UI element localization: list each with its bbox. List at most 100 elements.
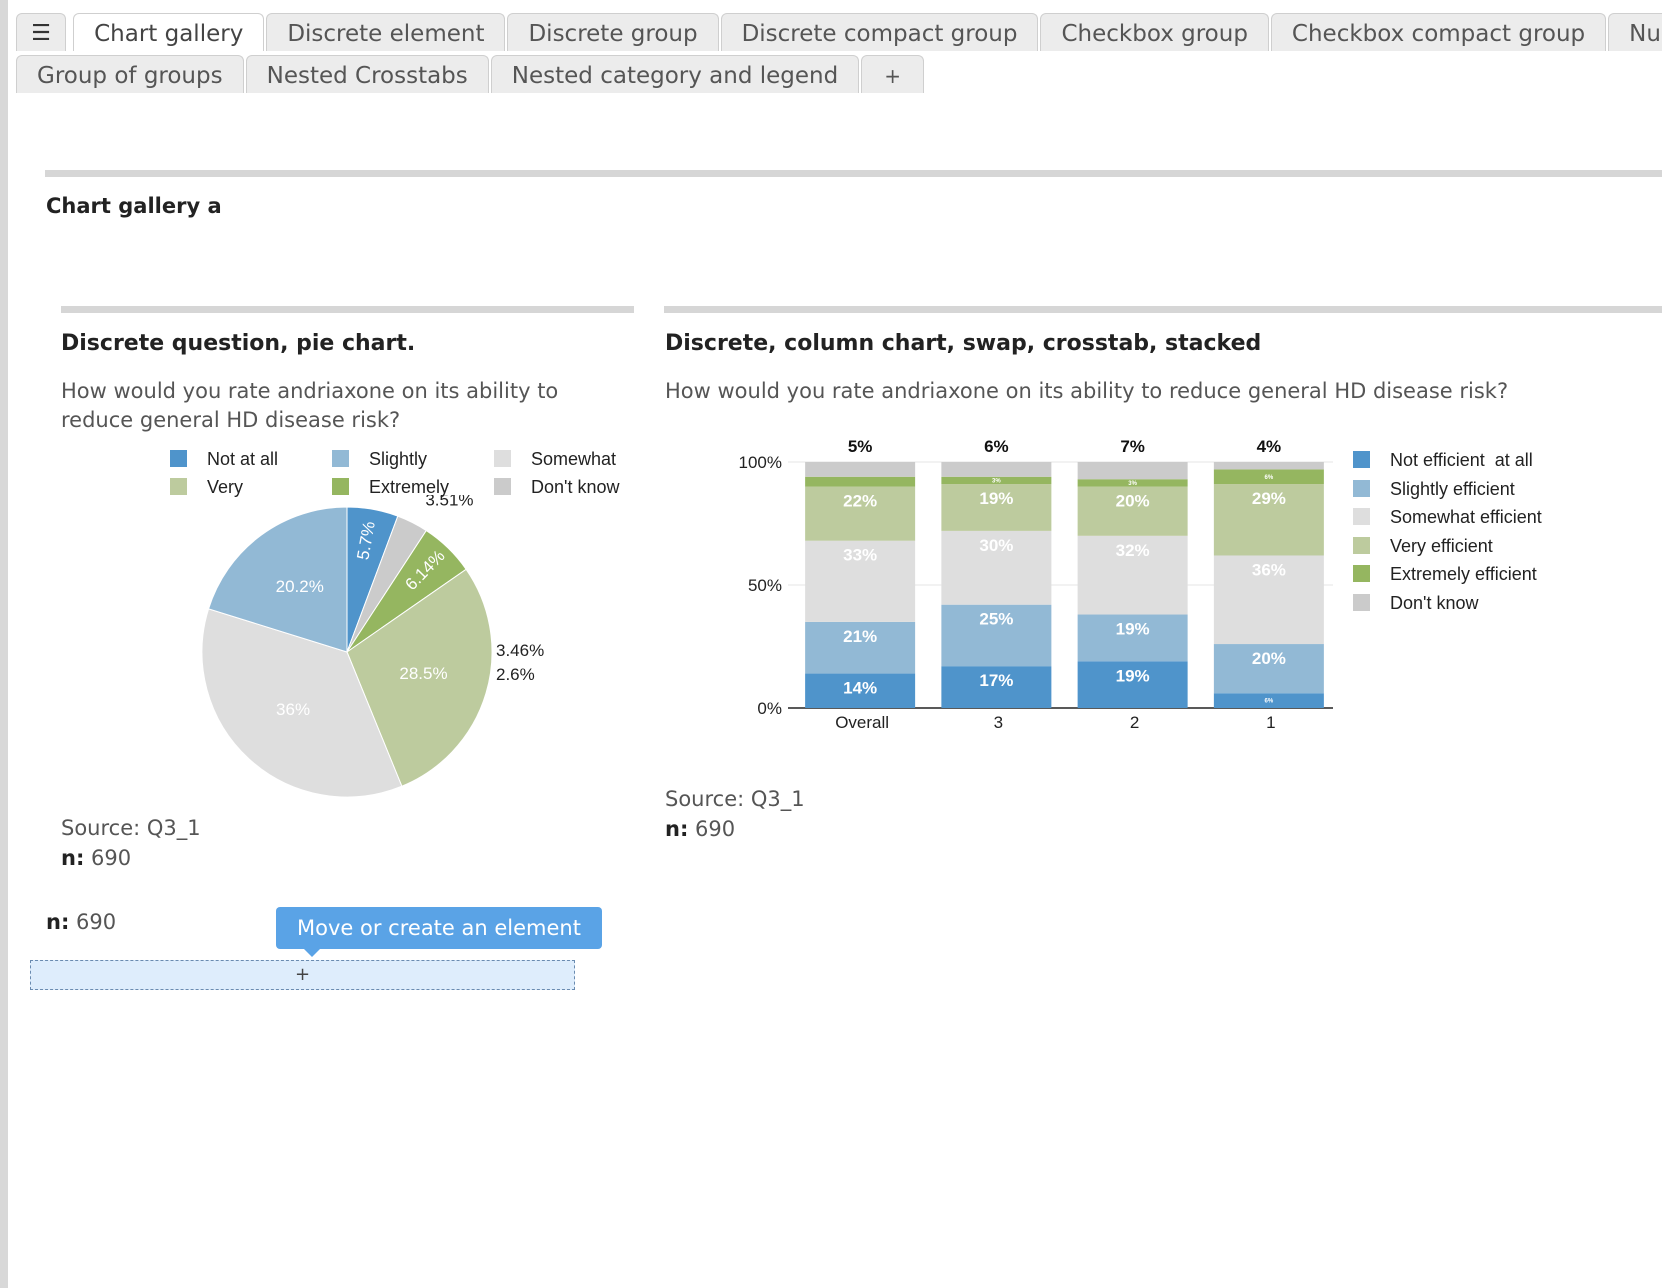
tab-numeric-element[interactable]: Numeric element [1608, 13, 1662, 51]
bar-data-label: 19% [1116, 620, 1150, 639]
bar-segment-slightly-efficient [1077, 614, 1188, 662]
legend-item-very-efficient: Very efficient [1353, 534, 1542, 563]
tab-discrete-group[interactable]: Discrete group [507, 13, 719, 51]
bar-data-label: 3% [1128, 481, 1137, 487]
legend-label: Don't know [1390, 592, 1479, 613]
legend-label: Extremely [369, 477, 450, 497]
tab-discrete-compact-group[interactable]: Discrete compact group [720, 13, 1039, 51]
y-tick-label: 0% [757, 699, 782, 718]
legend-item-not-efficient-at-all: Not efficient at all [1353, 448, 1542, 477]
legend-label: Not at all [207, 449, 279, 469]
legend-label: Not efficient at all [1390, 450, 1533, 470]
legend-label: Slightly [369, 449, 428, 469]
bar-top-label: 6% [984, 437, 1009, 456]
bar-segment-not-efficient-at-all [1077, 661, 1188, 708]
n-value: 690 [84, 846, 132, 870]
bar-segment-don-t-know [1213, 462, 1324, 470]
pie-card-source: Source: Q3_1 [61, 816, 201, 840]
add-element-dropzone[interactable]: + [30, 960, 575, 990]
pie-slice-label: 20.2% [276, 577, 324, 596]
bar-segment-somewhat-efficient [805, 540, 916, 622]
bar-data-label: 33% [843, 546, 877, 565]
legend-swatch [170, 478, 187, 496]
x-category-label: 3 [994, 713, 1003, 732]
legend-label: Very [207, 477, 244, 497]
bar-segment-extremely-efficient [941, 476, 1052, 485]
tooltip-arrow [303, 948, 321, 957]
bar-top-label: 7% [1120, 437, 1145, 456]
bar-segment-somewhat-efficient [1077, 535, 1188, 615]
x-category-label: Overall [835, 713, 889, 732]
bar-card-n: n: 690 [665, 817, 735, 841]
n-value: 690 [688, 817, 736, 841]
legend-item-slightly: Slightly [332, 447, 427, 471]
pie-outside-label: 3.46% [496, 641, 544, 660]
legend-item-not-at-all: Not at all [170, 447, 278, 471]
hamburger-menu-icon[interactable]: ☰ [16, 13, 66, 51]
legend-swatch [1353, 451, 1370, 469]
pie-chart: 5.7%3.51%6.14%28.5%36%20.2%3.46%2.6% [201, 495, 544, 798]
x-category-label: 2 [1130, 713, 1139, 732]
tab-discrete-element[interactable]: Discrete element [266, 13, 506, 51]
tab-bar: ☰ Chart gallery Discrete element Discrete … [16, 13, 1662, 93]
bar-segment-slightly-efficient [805, 621, 916, 674]
bar-segment-not-efficient-at-all [1213, 693, 1324, 708]
legend-swatch [332, 478, 349, 496]
legend-item-extremely-efficient: Extremely efficient [1353, 562, 1542, 591]
bar-segment-very-efficient [805, 486, 916, 541]
tab-nested-category-and-legend[interactable]: Nested category and legend [490, 55, 860, 93]
y-tick-label: 50% [748, 576, 782, 595]
page-title: Chart gallery a [46, 194, 222, 218]
legend-swatch [170, 450, 187, 468]
legend-swatch [1353, 479, 1370, 497]
bar-data-label: 36% [1252, 560, 1286, 579]
tab-nested-crosstabs[interactable]: Nested Crosstabs [245, 55, 489, 93]
pie-legend: Not at all Slightly Somewhat Very Extremely D… [170, 447, 650, 507]
bar-data-label: 21% [843, 627, 877, 646]
pie-card-title: Discrete question, pie chart. [61, 331, 416, 356]
legend-label: Somewhat efficient [1390, 507, 1542, 527]
drop-tooltip: Move or create an element here [276, 907, 602, 982]
legend-item-don-t-know: Don't know [1353, 591, 1542, 620]
bar-segment-not-efficient-at-all [805, 673, 916, 708]
bar-top-label: 4% [1257, 437, 1282, 456]
bar-segment-don-t-know [805, 462, 916, 477]
legend-item-extremely: Extremely [332, 475, 449, 499]
pie-slice-slightly [207, 506, 348, 653]
legend-item-don-t-know: Don't know [494, 475, 619, 499]
legend-item-very: Very [170, 475, 243, 499]
tab-group-of-groups[interactable]: Group of groups [16, 55, 244, 93]
bar-data-label: 29% [1252, 489, 1286, 508]
bar-segment-somewhat-efficient [941, 530, 1052, 605]
legend-label: Don't know [531, 477, 620, 497]
bar-data-label: 17% [979, 671, 1013, 690]
bar-data-label: 20% [1252, 649, 1286, 668]
add-tab-button[interactable]: + [861, 55, 924, 93]
bar-segment-very-efficient [1213, 484, 1324, 556]
bar-segment-very-efficient [941, 484, 1052, 531]
pie-card-n: n: 690 [61, 846, 131, 870]
bar-card-divider [664, 306, 1662, 313]
bar-segment-extremely-efficient [1213, 469, 1324, 485]
page-divider [45, 170, 1662, 177]
n-label: n: [46, 910, 70, 934]
bar-data-label: 19% [1116, 666, 1150, 685]
legend-label: Extremely efficient [1390, 564, 1537, 584]
bar-segment-don-t-know [941, 462, 1052, 477]
left-rail [0, 0, 8, 1288]
pie-slice-label: 36% [276, 700, 310, 719]
pie-slice-somewhat [201, 608, 403, 798]
tab-chart-gallery[interactable]: Chart gallery [73, 13, 265, 51]
legend-label: Somewhat [531, 449, 617, 469]
legend-swatch [494, 450, 511, 468]
bar-segment-slightly-efficient [1213, 644, 1324, 694]
bar-card-question: How would you rate andriaxone on its abi… [665, 379, 1509, 403]
tab-checkbox-compact-group[interactable]: Checkbox compact group [1270, 13, 1607, 51]
tab-row-2: Group of groups Nested Crosstabs Nested ca… [16, 55, 926, 93]
bar-segment-somewhat-efficient [1213, 555, 1324, 645]
pie-card-question: How would you rate andriaxone on its abi… [61, 379, 559, 432]
pie-slice-label: 28.5% [399, 664, 447, 683]
tab-checkbox-group[interactable]: Checkbox group [1040, 13, 1269, 51]
bar-data-label: 14% [843, 679, 877, 698]
n-label: n: [61, 846, 85, 870]
